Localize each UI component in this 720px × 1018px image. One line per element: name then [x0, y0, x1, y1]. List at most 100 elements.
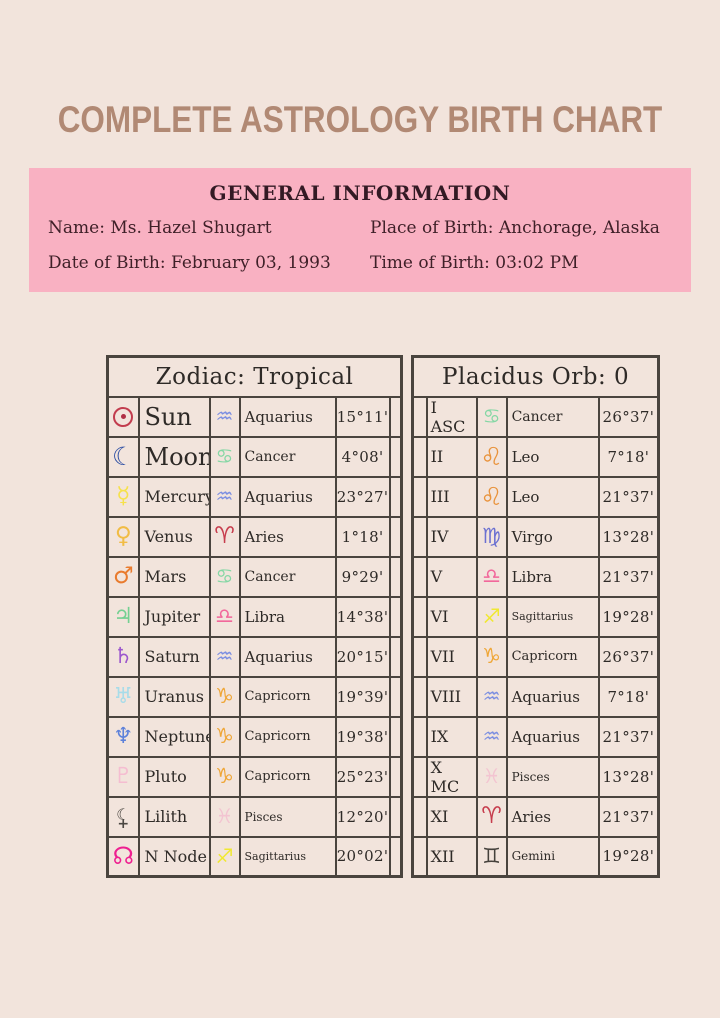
house-label: IV — [425, 515, 478, 558]
degrees-value: 12°20' — [334, 795, 391, 838]
saturn-icon: ♄ — [113, 643, 134, 669]
spacer-cell — [411, 715, 428, 758]
table-row: VII ♑ Capricorn 26°37' — [411, 635, 660, 678]
spacer-cell — [388, 795, 403, 838]
sign-name: Cancer — [238, 435, 337, 478]
table-row: ☾ Moon ♋ Cancer 4°08' — [106, 435, 403, 478]
sign-name: Leo — [505, 435, 600, 478]
house-label: II — [425, 435, 478, 478]
degrees-value: 7°18' — [597, 435, 660, 478]
house-label: I ASC — [425, 395, 478, 438]
spacer-cell — [411, 795, 428, 838]
planet-name: Mercury — [137, 475, 211, 518]
table-row: VI ♐ Sagittarius 19°28' — [411, 595, 660, 638]
capricorn-icon: ♑ — [482, 644, 501, 668]
table-row: X MC ♓ Pisces 13°28' — [411, 755, 660, 798]
sign-symbol-cell: ♑ — [208, 715, 241, 758]
table-row: ☊ N Node ♐ Sagittarius 20°02' — [106, 835, 403, 878]
spacer-cell — [411, 435, 428, 478]
planet-name: Neptune — [137, 715, 211, 758]
sign-symbol-cell: ♎ — [208, 595, 241, 638]
degrees-value: 1°18' — [334, 515, 391, 558]
capricorn-icon: ♑ — [215, 764, 234, 788]
uranus-icon: ♅ — [113, 683, 134, 709]
capricorn-icon: ♑ — [215, 724, 234, 748]
table-header-row: Zodiac: Tropical — [106, 355, 403, 398]
pisces-icon: ♓ — [482, 764, 501, 788]
spacer-cell — [411, 835, 428, 878]
spacer-cell — [411, 475, 428, 518]
spacer-cell — [388, 835, 403, 878]
table-row: II ♌ Leo 7°18' — [411, 435, 660, 478]
spacer-cell — [388, 595, 403, 638]
degrees-value: 20°15' — [334, 635, 391, 678]
sign-symbol-cell: ♑ — [208, 755, 241, 798]
cancer-icon: ♋ — [482, 404, 501, 428]
house-label: VIII — [425, 675, 478, 718]
table-row: IV ♍ Virgo 13°28' — [411, 515, 660, 558]
spacer-cell — [411, 755, 428, 798]
planet-name: Jupiter — [137, 595, 211, 638]
sign-symbol-cell: ♐ — [208, 835, 241, 878]
spacer-cell — [388, 755, 403, 798]
degrees-value: 7°18' — [597, 675, 660, 718]
sign-name: Aquarius — [238, 475, 337, 518]
degrees-value: 19°28' — [597, 835, 660, 878]
general-info-grid: Name: Ms. Hazel Shugart Place of Birth: … — [29, 205, 691, 273]
sign-symbol-cell: ♌ — [475, 475, 508, 518]
virgo-icon: ♍ — [482, 524, 501, 548]
sign-symbol-cell: ♌ — [475, 435, 508, 478]
spacer-cell — [411, 675, 428, 718]
page-title: COMPLETE ASTROLOGY BIRTH CHART — [57, 99, 663, 140]
spacer-cell — [411, 515, 428, 558]
venus-icon: ♀ — [114, 523, 132, 549]
degrees-value: 19°28' — [597, 595, 660, 638]
sign-name: Leo — [505, 475, 600, 518]
sign-symbol-cell: ♍ — [475, 515, 508, 558]
table-row: XII ♊ Gemini 19°28' — [411, 835, 660, 878]
cancer-icon: ♋ — [215, 564, 234, 588]
planet-symbol-cell: ♀ — [106, 515, 140, 558]
degrees-value: 9°29' — [334, 555, 391, 598]
lilith-icon: ☾ + — [116, 807, 130, 831]
degrees-value: 21°37' — [597, 715, 660, 758]
table-row: III ♌ Leo 21°37' — [411, 475, 660, 518]
sign-name: Cancer — [238, 555, 337, 598]
table-row: ♀ Venus ♈ Aries 1°18' — [106, 515, 403, 558]
sign-name: Pisces — [505, 755, 600, 798]
sign-name: Sagittarius — [238, 835, 337, 878]
table-row: V ♎ Libra 21°37' — [411, 555, 660, 598]
degrees-value: 4°08' — [334, 435, 391, 478]
sign-name: Capricorn — [238, 755, 337, 798]
chart-tables: Zodiac: Tropical Sun ♒ Aquarius 15°11' ☾ Moon… — [106, 355, 661, 878]
planet-symbol-cell: ☾ — [106, 435, 140, 478]
libra-icon: ♎ — [482, 564, 501, 588]
gemini-icon: ♊ — [482, 843, 501, 868]
degrees-value: 23°27' — [334, 475, 391, 518]
degrees-value: 20°02' — [334, 835, 391, 878]
spacer-cell — [411, 555, 428, 598]
sign-name: Aries — [238, 515, 337, 558]
mars-icon: ♂ — [112, 563, 134, 589]
place-of-birth-field: Place of Birth: Anchorage, Alaska — [370, 218, 660, 238]
sign-symbol-cell: ♈ — [208, 515, 241, 558]
degrees-value: 21°37' — [597, 475, 660, 518]
table-row: ☾ + Lilith ♓ Pisces 12°20' — [106, 795, 403, 838]
leo-icon: ♌ — [480, 442, 503, 471]
planet-name: Uranus — [137, 675, 211, 718]
sign-symbol-cell: ♒ — [208, 395, 241, 438]
aquarius-icon: ♒ — [482, 724, 501, 748]
sign-symbol-cell: ♋ — [208, 435, 241, 478]
degrees-value: 26°37' — [597, 635, 660, 678]
planet-symbol-cell: ♃ — [106, 595, 140, 638]
sign-name: Libra — [238, 595, 337, 638]
planet-symbol-cell: ☊ — [106, 835, 140, 878]
planet-name: Pluto — [137, 755, 211, 798]
sign-name: Aquarius — [505, 715, 600, 758]
house-label: VI — [425, 595, 478, 638]
sun-icon — [113, 406, 134, 427]
houses-table: Placidus Orb: 0 I ASC ♋ Cancer 26°37' II ♌ Leo… — [411, 355, 661, 878]
planet-symbol-cell: ♇ — [106, 755, 140, 798]
sagittarius-icon: ♐ — [482, 604, 501, 628]
